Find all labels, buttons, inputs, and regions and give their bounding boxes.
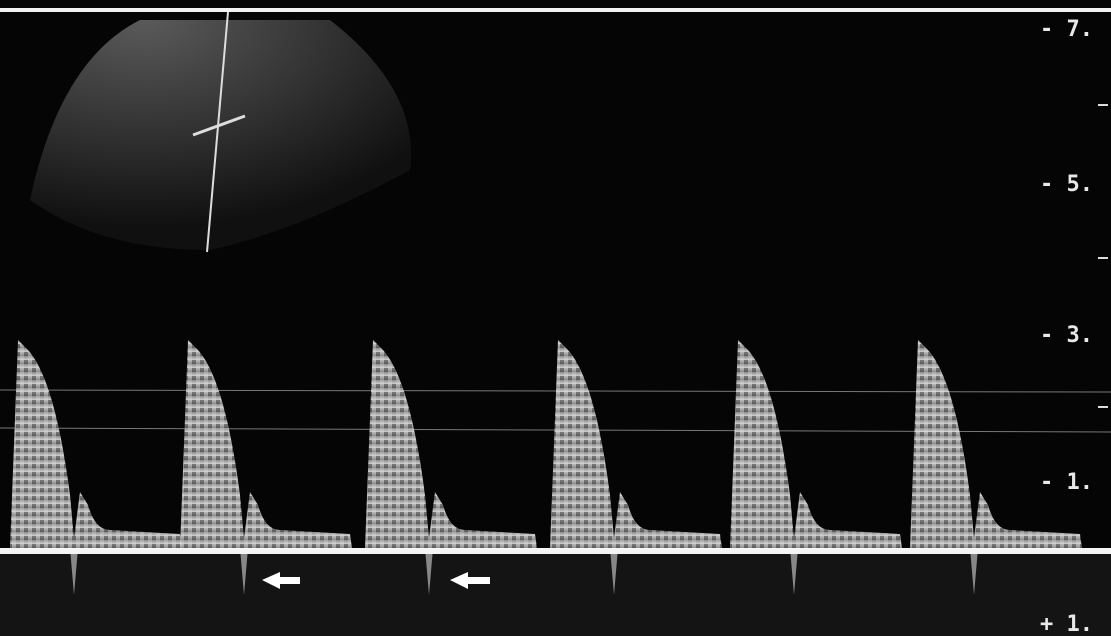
baseline	[0, 548, 1111, 554]
scale-label: - 1.	[1040, 470, 1093, 495]
doppler-image: - 7. - 5. - 3. - 1. + 1.	[0, 0, 1111, 636]
scale-label: - 5.	[1040, 172, 1093, 197]
page: - 7. - 5. - 3. - 1. + 1. (() => { const …	[0, 0, 1111, 636]
lower-band	[0, 552, 1111, 636]
scale-label: - 7.	[1040, 17, 1093, 42]
scale-label: - 3.	[1040, 323, 1093, 348]
scale-label: + 1.	[1040, 612, 1093, 636]
top-border	[0, 8, 1111, 12]
